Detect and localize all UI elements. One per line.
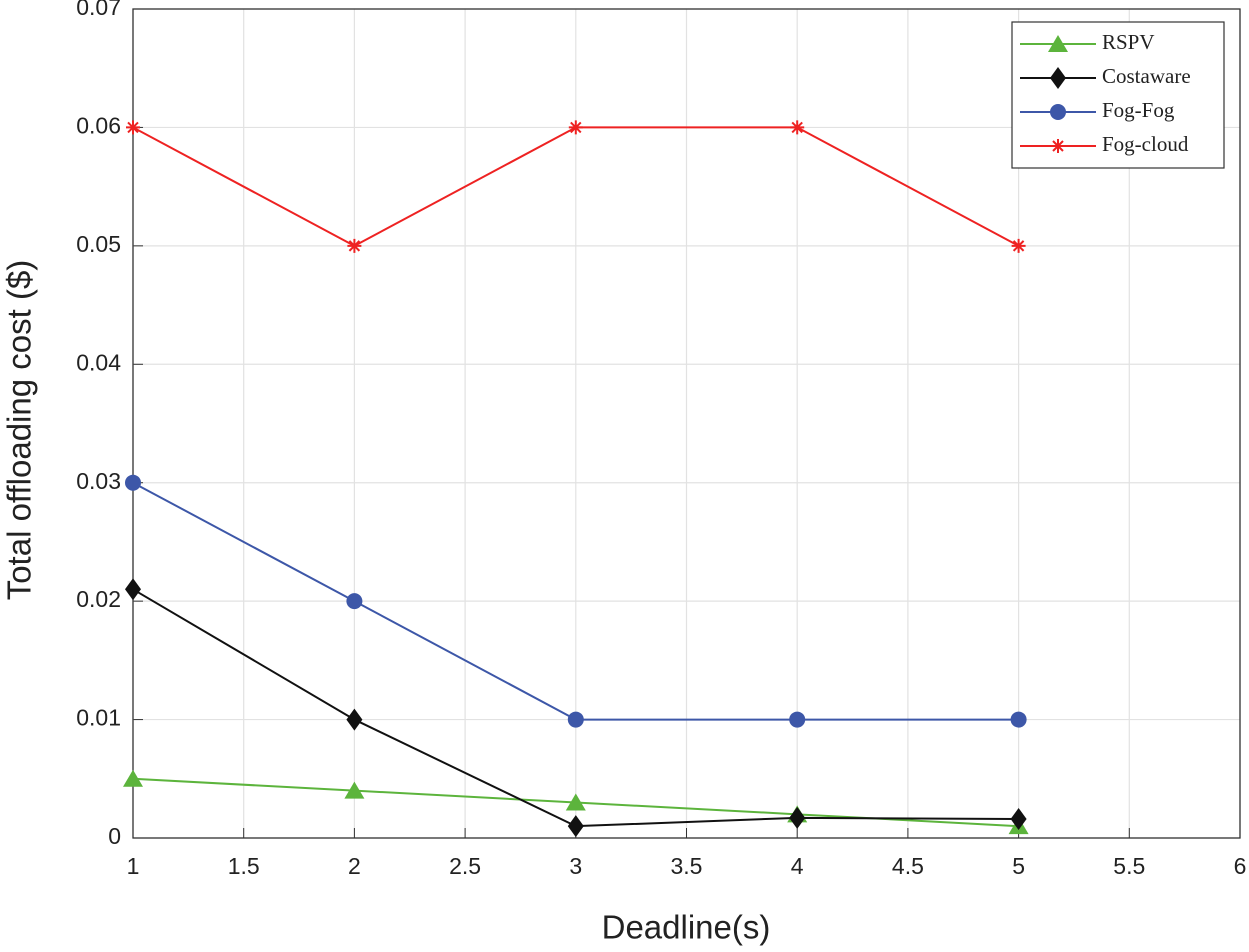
legend-label: Fog-cloud (1102, 132, 1189, 156)
marker (1050, 67, 1066, 89)
marker (344, 781, 365, 799)
legend-label: RSPV (1102, 30, 1155, 54)
x-tick-label: 4.5 (892, 853, 924, 879)
x-tick-label: 2 (348, 853, 361, 879)
x-tick-label: 5 (1012, 853, 1025, 879)
y-tick-label: 0 (108, 823, 121, 849)
legend-label: Fog-Fog (1102, 98, 1175, 122)
legend-box (1011, 21, 1225, 169)
plot-frame (132, 8, 1241, 839)
x-tick-label: 3 (569, 853, 582, 879)
x-tick-label: 1.5 (228, 853, 260, 879)
marker (346, 708, 363, 731)
marker (565, 793, 586, 811)
legend-label: Costaware (1102, 64, 1191, 88)
y-tick-label: 0.07 (76, 0, 121, 20)
y-tick-label: 0.04 (76, 349, 121, 375)
y-tick-label: 0.06 (76, 113, 121, 139)
marker (347, 238, 362, 253)
marker (1010, 711, 1027, 728)
marker (1010, 808, 1027, 831)
x-tick-label: 1 (127, 853, 140, 879)
marker (567, 815, 584, 838)
marker (567, 711, 584, 728)
x-tick-label: 4 (791, 853, 804, 879)
y-tick-label: 0.03 (76, 468, 121, 494)
marker (1051, 139, 1065, 153)
marker (126, 120, 140, 135)
marker (1050, 104, 1066, 120)
y-tick-label: 0.05 (76, 231, 121, 257)
marker (125, 474, 141, 491)
marker (1011, 238, 1026, 253)
marker (125, 578, 141, 601)
y-tick-label: 0.01 (76, 705, 121, 731)
marker (789, 711, 806, 728)
x-tick-label: 2.5 (449, 853, 481, 879)
y-tick-label: 0.02 (76, 586, 121, 612)
marker (346, 593, 363, 610)
marker (789, 806, 806, 829)
marker (1048, 35, 1068, 52)
y-axis-label: Total offloading cost ($) (1, 260, 38, 601)
x-tick-label: 5.5 (1113, 853, 1145, 879)
x-axis-label: Deadline(s) (602, 909, 771, 946)
marker (123, 769, 143, 787)
x-tick-label: 3.5 (671, 853, 703, 879)
x-tick-label: 6 (1234, 853, 1247, 879)
marker (790, 120, 805, 135)
marker (568, 120, 583, 135)
